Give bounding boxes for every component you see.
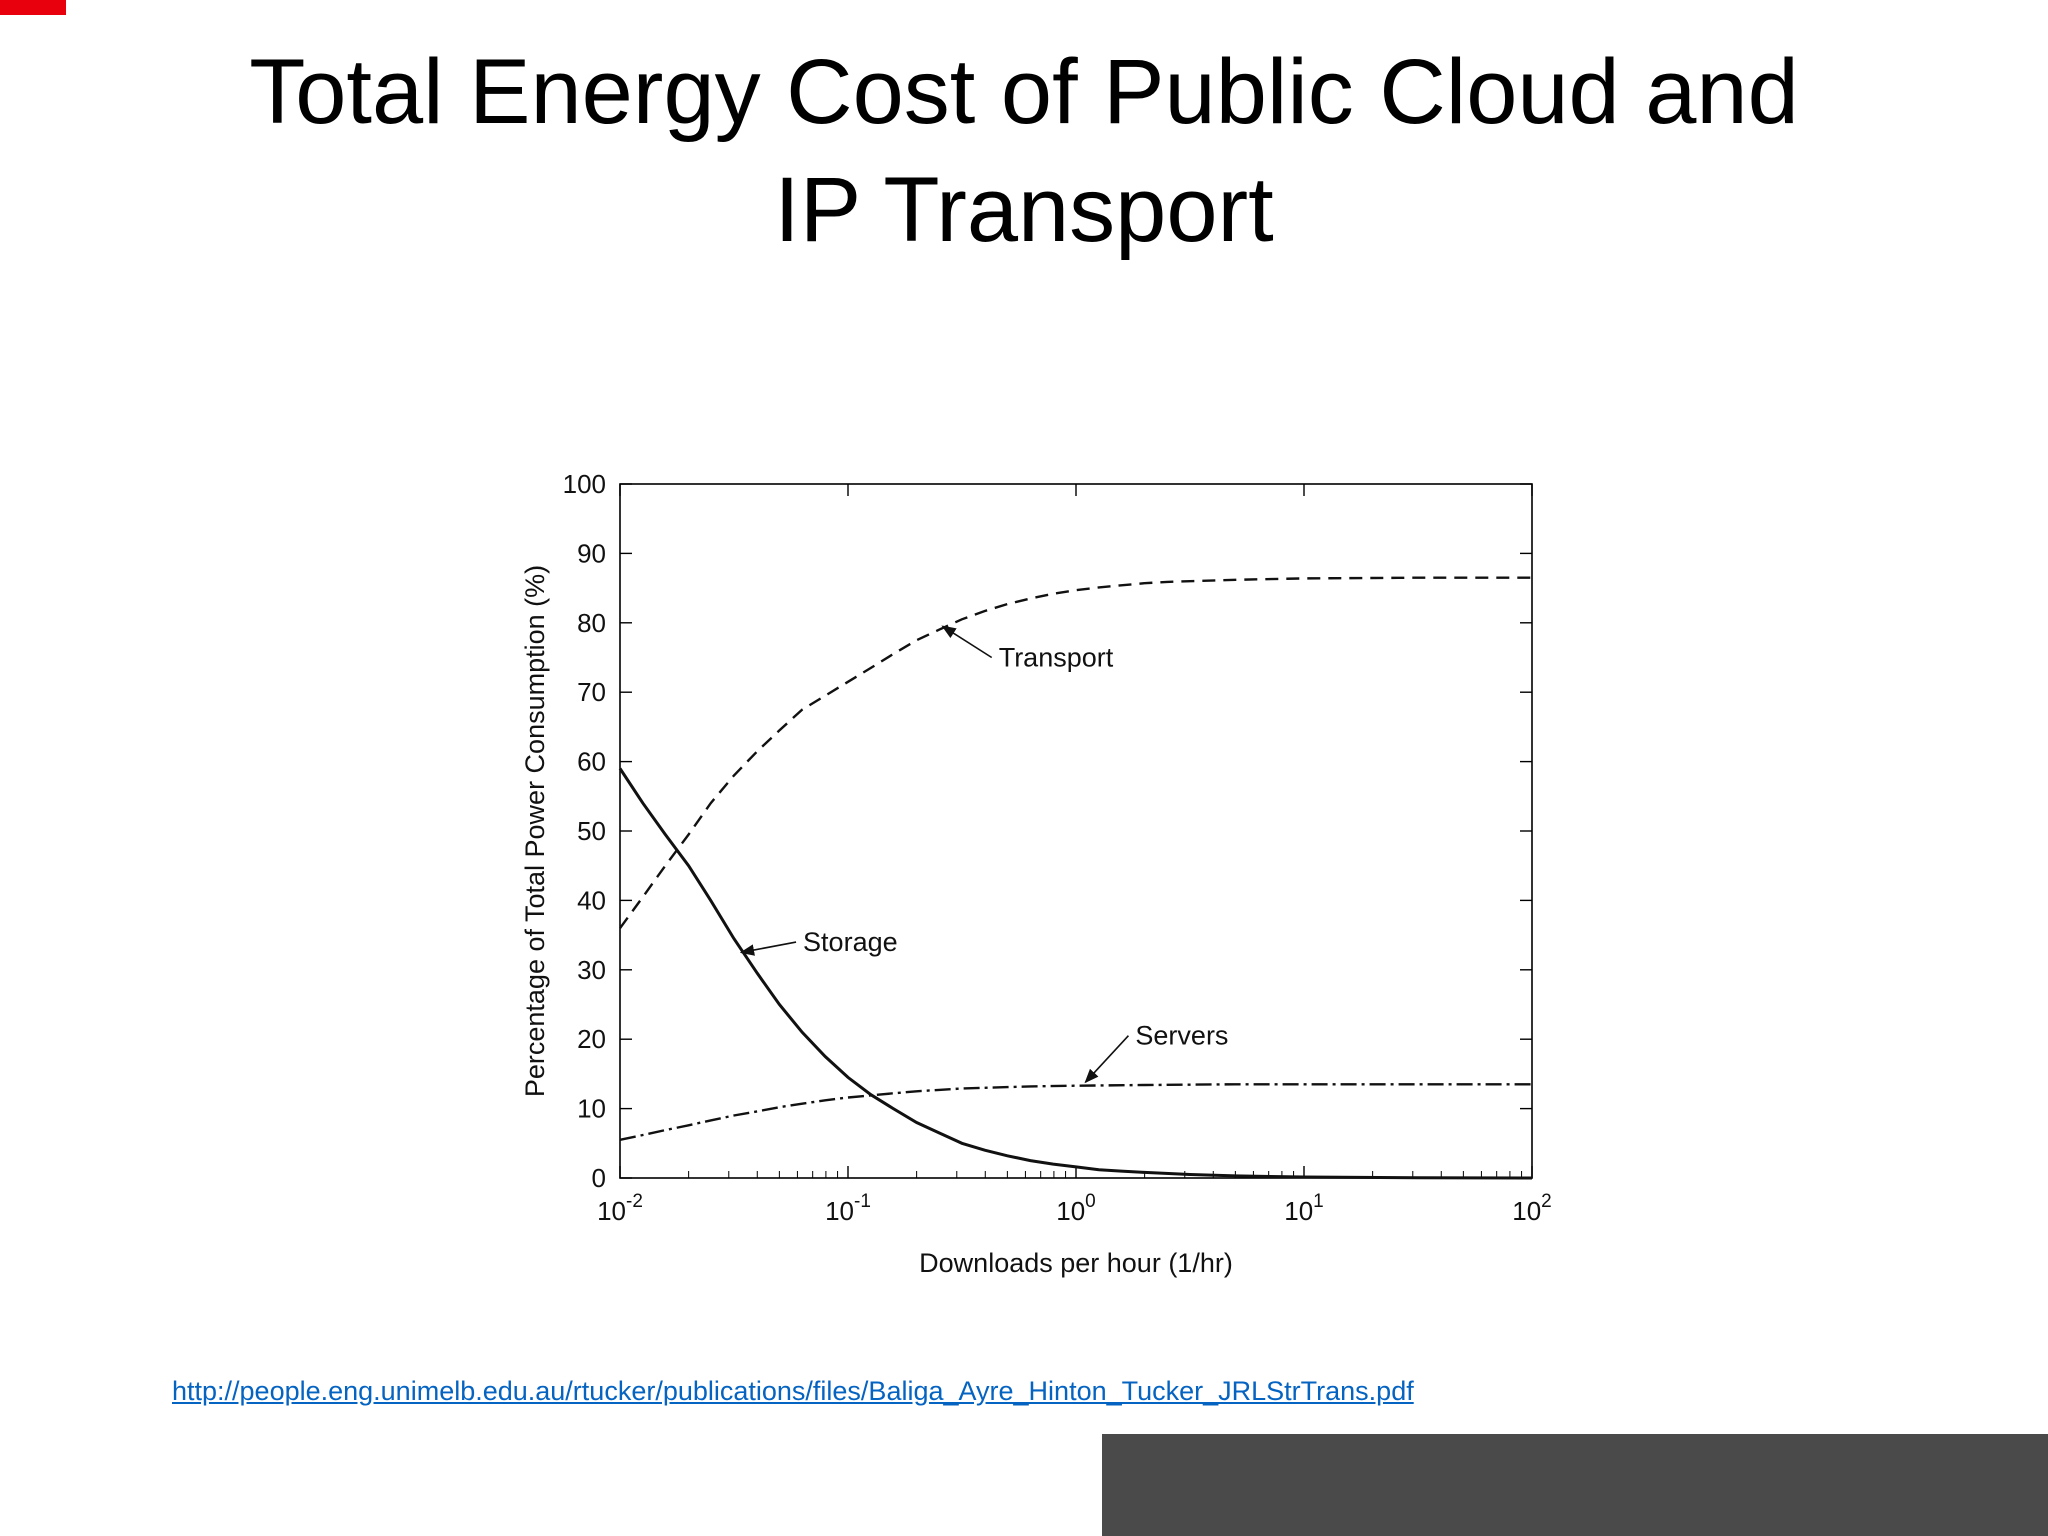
svg-text:Servers: Servers bbox=[1135, 1021, 1228, 1051]
svg-text:60: 60 bbox=[577, 747, 606, 777]
svg-text:0: 0 bbox=[592, 1163, 606, 1193]
svg-text:Transport: Transport bbox=[999, 643, 1114, 673]
svg-text:10-1: 10-1 bbox=[825, 1191, 871, 1226]
bottom-right-gray-panel bbox=[1102, 1434, 2048, 1536]
slide-title-line2: IP Transport bbox=[774, 158, 1274, 261]
top-left-red-strip bbox=[0, 0, 66, 15]
svg-text:50: 50 bbox=[577, 816, 606, 846]
svg-text:Storage: Storage bbox=[803, 927, 898, 957]
chart-svg: 0 10 20 30 40 50 60 70 80 90 100 10-2 10-1 100 101 102 T… bbox=[520, 469, 1552, 1278]
svg-text:100: 100 bbox=[563, 469, 606, 499]
svg-text:20: 20 bbox=[577, 1024, 606, 1054]
svg-text:40: 40 bbox=[577, 885, 606, 915]
svg-text:30: 30 bbox=[577, 955, 606, 985]
svg-text:100: 100 bbox=[1056, 1191, 1096, 1226]
svg-text:80: 80 bbox=[577, 608, 606, 638]
source-link[interactable]: http://people.eng.unimelb.edu.au/rtucker… bbox=[172, 1376, 1414, 1406]
svg-text:Percentage of Total Power Cons: Percentage of Total Power Consumption (%… bbox=[520, 565, 550, 1097]
svg-text:101: 101 bbox=[1284, 1191, 1324, 1226]
slide-title-line1: Total Energy Cost of Public Cloud and bbox=[249, 41, 1799, 143]
svg-text:10: 10 bbox=[577, 1094, 606, 1124]
svg-text:Downloads per hour (1/hr): Downloads per hour (1/hr) bbox=[919, 1248, 1233, 1278]
svg-text:90: 90 bbox=[577, 538, 606, 568]
svg-text:10-2: 10-2 bbox=[597, 1191, 643, 1226]
slide-title: Total Energy Cost of Public Cloud and IP… bbox=[0, 34, 2048, 270]
svg-text:102: 102 bbox=[1512, 1191, 1552, 1226]
svg-text:70: 70 bbox=[577, 677, 606, 707]
energy-cost-chart: 0 10 20 30 40 50 60 70 80 90 100 10-2 10-1 100 101 102 T… bbox=[500, 450, 1620, 1330]
